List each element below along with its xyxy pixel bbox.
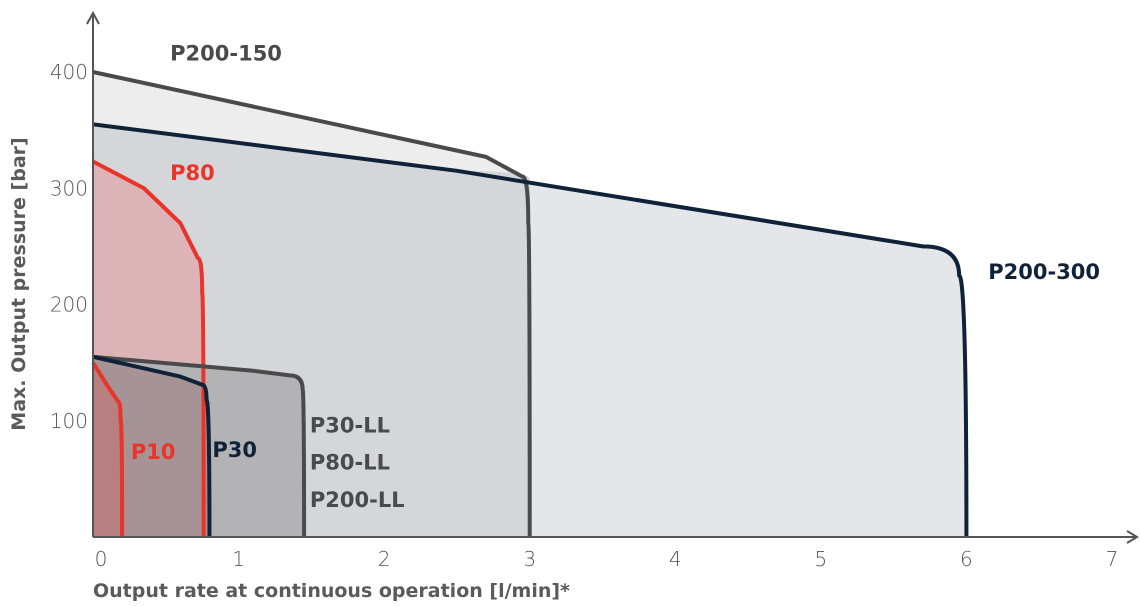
y-axis-arrow [86, 10, 100, 25]
series-label-p30_ll: P30-LL [310, 413, 390, 437]
x-tick-label: 4 [669, 547, 682, 571]
area-p10 [93, 362, 123, 537]
x-tick-label: 2 [378, 547, 391, 571]
line-p80 [92, 159, 206, 538]
x-tick-labels: 0 1 2 3 4 5 6 7 [95, 547, 1119, 571]
x-tick-label: 0 [95, 547, 108, 571]
x-tick-label: 1 [232, 547, 245, 571]
series-label-p10: P10 [131, 440, 176, 464]
series-label-p80: P80 [170, 161, 215, 185]
series-lines [91, 70, 969, 538]
series-label-p200_ll: P200-LL [310, 488, 405, 512]
line-p200_300 [92, 122, 969, 538]
x-tick-label: 7 [1106, 547, 1119, 571]
x-tick-label: 5 [814, 547, 827, 571]
line-p30 [92, 354, 212, 538]
series-label-p80_ll: P80-LL [310, 451, 390, 475]
x-axis-arrow [1126, 530, 1139, 544]
series-label-p200_300: P200-300 [988, 260, 1100, 284]
y-tick-label: 200 [50, 293, 88, 317]
series-label-p200_150: P200-150 [170, 41, 282, 65]
x-tick-label: 3 [523, 547, 536, 571]
x-axis-title: Output rate at continuous operation [l/m… [93, 580, 570, 602]
line-p30_ll [92, 354, 307, 538]
series-labels: P200-150 P80 P200-300 P30-LL P80-LL P200-LL P1… [131, 41, 1100, 511]
y-tick-labels: 100 200 300 400 [50, 60, 88, 433]
x-tick-label: 6 [960, 547, 973, 571]
y-tick-label: 300 [50, 176, 88, 200]
y-tick-label: 100 [50, 409, 88, 433]
y-tick-label: 400 [50, 60, 88, 84]
y-axis-title: Max. Output pressure [bar] [8, 137, 30, 430]
series-label-p30: P30 [212, 438, 257, 462]
line-p10 [91, 361, 125, 538]
